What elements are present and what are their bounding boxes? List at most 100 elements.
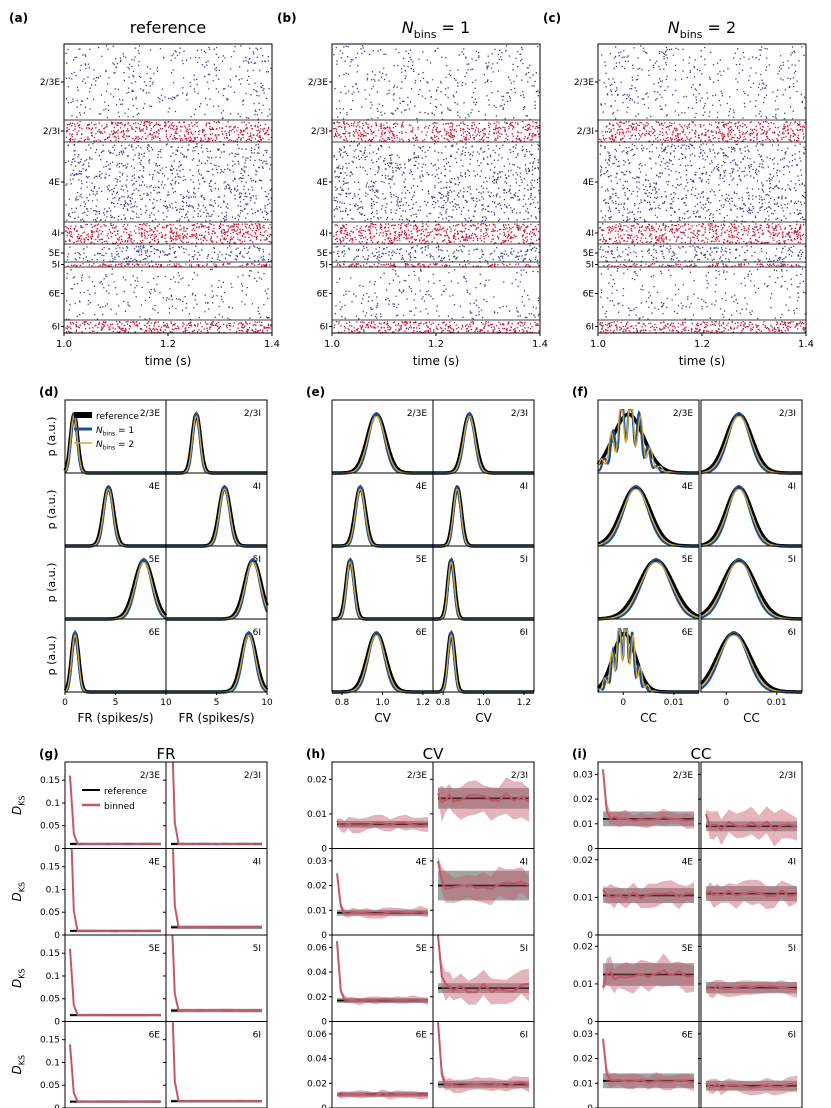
spike-dot bbox=[345, 233, 347, 235]
spike-dot bbox=[200, 139, 202, 141]
spike-dot bbox=[66, 277, 68, 279]
spike-dot bbox=[191, 234, 194, 236]
spike-dot bbox=[250, 135, 252, 137]
spike-dot bbox=[408, 124, 410, 126]
spike-dot bbox=[239, 322, 241, 324]
spike-dot bbox=[359, 206, 362, 209]
spike-dot bbox=[403, 181, 405, 183]
spike-dot bbox=[537, 190, 540, 192]
spike-dot bbox=[143, 155, 145, 158]
spike-dot bbox=[376, 108, 378, 110]
spike-dot bbox=[471, 197, 473, 199]
spike-dot bbox=[171, 207, 174, 209]
spike-dot bbox=[259, 227, 261, 229]
spike-dot bbox=[370, 198, 373, 200]
spike-dot bbox=[245, 157, 247, 159]
spike-dot bbox=[112, 45, 114, 47]
spike-dot bbox=[166, 206, 169, 208]
spike-dot bbox=[424, 97, 426, 100]
spike-dot bbox=[400, 68, 403, 70]
spike-dot bbox=[512, 135, 514, 137]
spike-dot bbox=[188, 264, 191, 266]
spike-dot bbox=[259, 316, 262, 318]
spike-dot bbox=[110, 323, 112, 325]
spike-dot bbox=[126, 155, 128, 157]
spike-dot bbox=[415, 160, 417, 162]
spike-dot bbox=[342, 189, 345, 192]
spike-dot bbox=[130, 200, 132, 202]
spike-dot bbox=[112, 152, 114, 155]
spike-dot bbox=[204, 294, 206, 296]
spike-dot bbox=[159, 191, 161, 194]
spike-dot bbox=[404, 197, 406, 199]
spike-dot bbox=[205, 125, 207, 127]
spike-dot bbox=[528, 198, 530, 200]
spike-dot bbox=[209, 328, 211, 330]
spike-dot bbox=[537, 95, 539, 97]
spike-dot bbox=[152, 207, 154, 209]
spike-dot bbox=[132, 104, 135, 107]
spike-dot bbox=[448, 135, 451, 137]
spike-dot bbox=[159, 169, 161, 171]
spike-dot bbox=[67, 86, 70, 88]
spike-dot bbox=[472, 151, 474, 153]
spike-dot bbox=[467, 186, 469, 188]
spike-dot bbox=[69, 239, 71, 242]
spike-dot bbox=[88, 176, 90, 178]
spike-dot bbox=[380, 140, 383, 142]
spike-dot bbox=[533, 186, 535, 189]
spike-dot bbox=[72, 129, 75, 132]
spike-dot bbox=[84, 82, 86, 84]
spike-dot bbox=[247, 233, 249, 235]
spike-dot bbox=[94, 194, 97, 196]
spike-dot bbox=[482, 204, 484, 206]
spike-dot bbox=[139, 162, 141, 164]
spike-dot bbox=[227, 241, 229, 243]
spike-dot bbox=[487, 144, 489, 147]
spike-dot bbox=[196, 274, 198, 276]
spike-dot bbox=[535, 72, 537, 74]
spike-dot bbox=[84, 54, 86, 56]
spike-dot bbox=[146, 127, 148, 129]
spike-dot bbox=[242, 274, 244, 276]
spike-dot bbox=[340, 172, 342, 174]
spike-dot bbox=[89, 87, 91, 89]
spike-dot bbox=[493, 230, 495, 232]
spike-dot bbox=[504, 121, 506, 123]
spike-dot bbox=[538, 124, 540, 127]
spike-dot bbox=[93, 210, 95, 212]
spike-dot bbox=[165, 299, 167, 301]
spike-dot bbox=[238, 163, 240, 165]
spike-dot bbox=[477, 130, 480, 132]
spike-dot bbox=[115, 227, 117, 229]
spike-dot bbox=[208, 88, 210, 90]
spike-dot bbox=[77, 173, 79, 175]
spike-dot bbox=[181, 246, 183, 248]
spike-dot bbox=[527, 81, 529, 83]
spike-dot bbox=[121, 196, 123, 198]
spike-dot bbox=[436, 127, 438, 129]
spike-dot bbox=[336, 128, 338, 130]
spike-dot bbox=[161, 234, 163, 236]
spike-dot bbox=[517, 166, 519, 168]
spike-dot bbox=[221, 170, 223, 172]
spike-dot bbox=[398, 200, 400, 203]
spike-dot bbox=[269, 202, 271, 204]
spike-dot bbox=[349, 65, 351, 67]
spike-dot bbox=[70, 134, 73, 136]
spike-dot bbox=[67, 231, 69, 233]
spike-dot bbox=[457, 184, 459, 186]
spike-dot bbox=[220, 112, 223, 114]
spike-dot bbox=[339, 148, 341, 151]
spike-dot bbox=[227, 183, 229, 185]
spike-dot bbox=[119, 127, 122, 129]
spike-dot bbox=[270, 234, 272, 236]
spike-dot bbox=[113, 131, 116, 133]
spike-dot bbox=[100, 238, 103, 240]
spike-dot bbox=[230, 189, 232, 191]
spike-dot bbox=[192, 224, 195, 226]
spike-dot bbox=[119, 162, 121, 165]
spike-dot bbox=[229, 68, 232, 70]
spike-dot bbox=[77, 326, 79, 328]
spike-dot bbox=[196, 83, 198, 86]
